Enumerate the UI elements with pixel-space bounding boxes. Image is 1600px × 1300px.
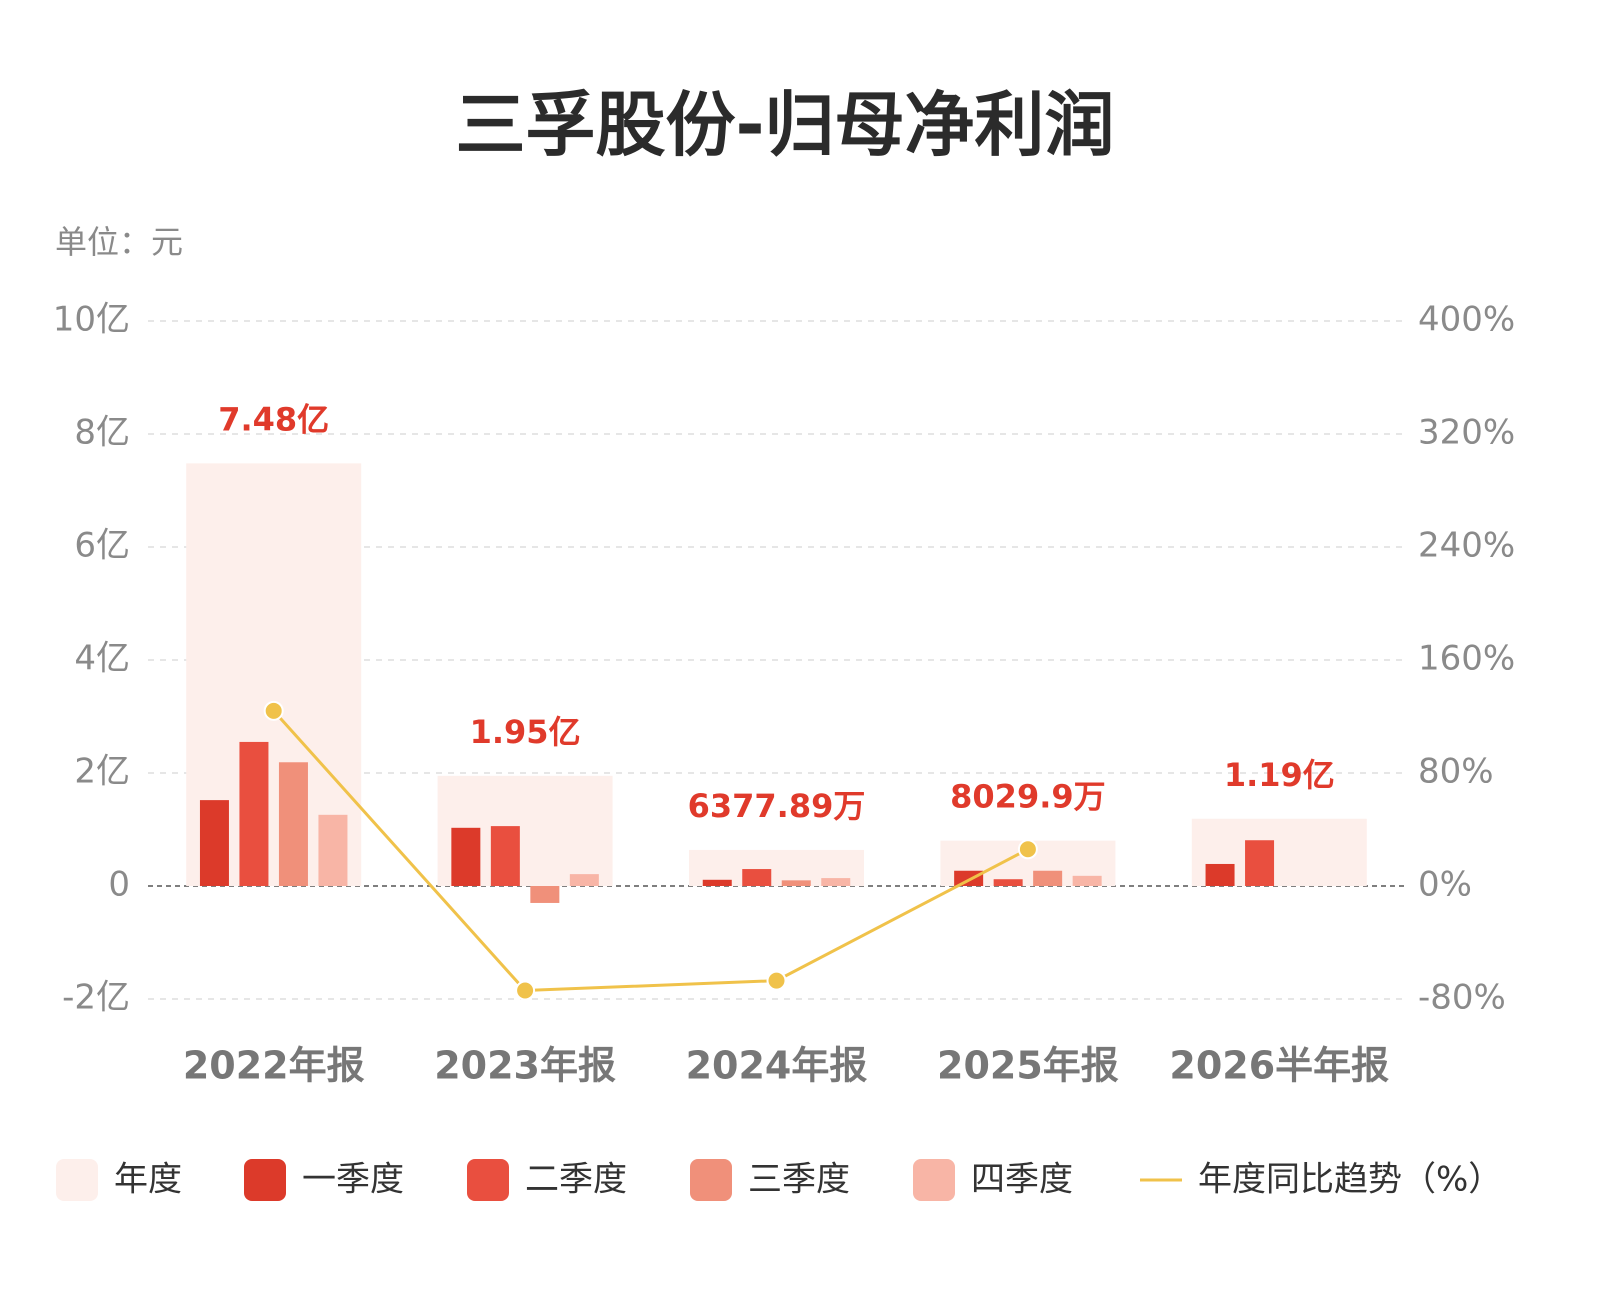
quarter-bar: [1033, 870, 1063, 886]
y2-tick-label: 400%: [1418, 300, 1515, 340]
unit-label: 单位：元: [55, 223, 183, 261]
value-label: 1.95亿: [470, 713, 581, 751]
legend-swatch: [244, 1159, 286, 1201]
y-tick-label: 4亿: [74, 639, 130, 679]
y2-tick-label: 0%: [1418, 865, 1472, 905]
value-label: 1.19亿: [1224, 756, 1335, 794]
quarter-bar: [993, 879, 1023, 886]
y-tick-label: 0: [108, 865, 130, 905]
legend-label: 三季度: [748, 1160, 850, 1200]
y-tick-label: 10亿: [53, 300, 130, 340]
legend-swatch: [56, 1159, 98, 1201]
x-tick-label: 2025年报: [937, 1044, 1119, 1088]
x-tick-label: 2026半年报: [1169, 1044, 1389, 1088]
quarter-bar: [781, 880, 811, 886]
legend-swatch: [467, 1159, 509, 1201]
legend-label: 一季度: [302, 1160, 404, 1200]
quarter-bar: [278, 762, 308, 886]
quarter-bar: [1245, 840, 1275, 886]
chart-title: 三孚股份-归母净利润: [455, 84, 1114, 166]
x-tick-label: 2022年报: [183, 1044, 365, 1088]
y2-tick-label: -80%: [1418, 978, 1506, 1018]
value-label: 8029.9万: [950, 778, 1106, 816]
quarter-bar: [239, 741, 269, 886]
quarter-bar: [451, 827, 481, 886]
y2-tick-label: 160%: [1418, 639, 1515, 679]
y-tick-label: 2亿: [74, 752, 130, 792]
legend-label: 年度同比趋势（%）: [1198, 1160, 1502, 1200]
y2-tick-label: 80%: [1418, 752, 1494, 792]
legend-swatch: [690, 1159, 732, 1201]
y-tick-label: 6亿: [74, 526, 130, 566]
legend-swatch: [913, 1159, 955, 1201]
y2-tick-label: 240%: [1418, 526, 1515, 566]
legend-label: 年度: [114, 1160, 182, 1200]
quarter-bar: [742, 869, 772, 886]
trend-point: [515, 980, 536, 1001]
trend-line: [272, 709, 1029, 993]
quarter-bar: [490, 826, 520, 886]
quarter-bar: [318, 814, 348, 886]
quarter-bar: [954, 870, 984, 886]
value-label: 7.48亿: [218, 400, 329, 438]
legend-label: 四季度: [971, 1160, 1073, 1200]
quarter-bar: [199, 800, 229, 886]
quarter-bar: [569, 874, 599, 886]
quarter-bar: [702, 879, 732, 886]
quarter-bar: [530, 886, 560, 903]
y-tick-label: 8亿: [74, 413, 130, 453]
y-tick-label: -2亿: [62, 978, 130, 1018]
quarter-bar: [821, 878, 851, 886]
value-label: 6377.89万: [688, 787, 866, 825]
quarter-bar: [1205, 863, 1235, 886]
trend-point: [1017, 839, 1038, 860]
x-tick-label: 2023年报: [434, 1044, 616, 1088]
y2-tick-label: 320%: [1418, 413, 1515, 453]
quarter-bar: [1072, 875, 1102, 886]
trend-point: [263, 700, 284, 721]
trend-point: [766, 970, 787, 991]
x-tick-label: 2024年报: [686, 1044, 868, 1088]
legend-label: 二季度: [525, 1160, 627, 1200]
